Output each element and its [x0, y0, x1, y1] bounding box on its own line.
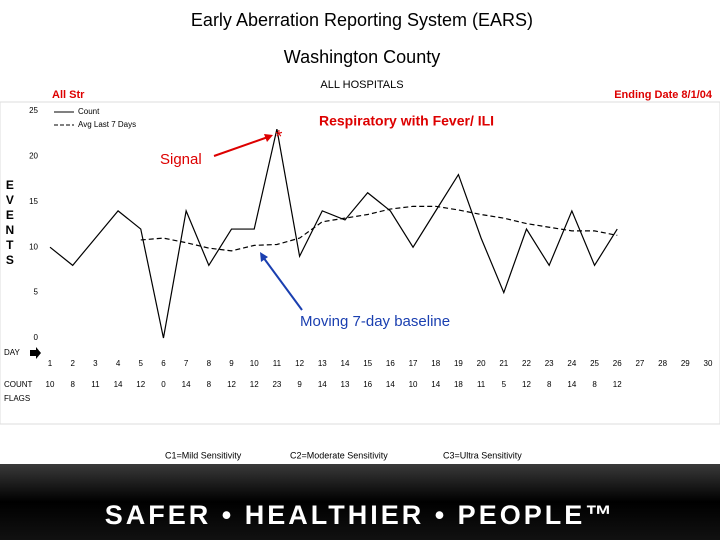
count-cell: 14: [431, 380, 440, 389]
x-tick-label: 9: [229, 359, 234, 368]
x-tick-label: 3: [93, 359, 98, 368]
y-tick-label: 15: [29, 197, 38, 206]
count-cell: 14: [567, 380, 576, 389]
location: ALL HOSPITALS: [320, 79, 403, 91]
x-tick-label: 19: [454, 359, 463, 368]
x-tick-label: 15: [363, 359, 372, 368]
count-cell: 8: [547, 380, 552, 389]
x-tick-label: 22: [522, 359, 531, 368]
annotation: Moving 7-day baseline: [300, 313, 450, 330]
count-cell: 12: [136, 380, 145, 389]
count-cell: 11: [91, 380, 100, 389]
count-cell: 8: [592, 380, 597, 389]
count-cell: 0: [161, 380, 166, 389]
x-tick-label: 2: [70, 359, 75, 368]
arrow-head: [264, 134, 273, 142]
arrow-head: [260, 252, 268, 262]
x-axis-label: DAY: [4, 348, 21, 357]
row-label: FLAGS: [4, 394, 30, 403]
annotation-arrow: [262, 256, 303, 311]
x-tick-label: 14: [341, 359, 350, 368]
x-tick-label: 7: [184, 359, 189, 368]
y-axis-label: EVENTS: [3, 178, 17, 268]
subtitle: Washington County: [284, 47, 440, 67]
footer-band: [0, 464, 720, 540]
count-cell: 23: [272, 380, 281, 389]
count-cell: 9: [297, 380, 302, 389]
y-tick-label: 0: [34, 333, 39, 342]
x-tick-label: 24: [567, 359, 576, 368]
sensitivity-label: C2=Moderate Sensitivity: [290, 450, 388, 460]
annotation-arrow: [213, 136, 269, 157]
count-cell: 5: [502, 380, 507, 389]
count-cell: 8: [207, 380, 212, 389]
title: Early Aberration Reporting System (EARS): [191, 10, 533, 30]
count-cell: 14: [386, 380, 395, 389]
x-tick-label: 28: [658, 359, 667, 368]
count-cell: 12: [522, 380, 531, 389]
count-cell: 12: [613, 380, 622, 389]
footer: SAFER • HEALTHIER • PEOPLE™: [105, 500, 615, 530]
x-tick-label: 12: [295, 359, 304, 368]
sensitivity-label: C1=Mild Sensitivity: [165, 450, 242, 460]
right-header: Ending Date 8/1/04: [614, 89, 713, 101]
x-tick-label: 11: [273, 359, 282, 368]
count-cell: 14: [318, 380, 327, 389]
x-tick-label: 8: [207, 359, 212, 368]
x-tick-label: 18: [431, 359, 440, 368]
count-cell: 8: [70, 380, 75, 389]
y-tick-label: 25: [29, 106, 38, 115]
y-tick-label: 10: [29, 242, 38, 251]
y-tick-label: 5: [34, 288, 39, 297]
count-cell: 18: [454, 380, 463, 389]
day-arrow: [30, 347, 41, 359]
x-tick-label: 27: [635, 359, 644, 368]
x-tick-label: 25: [590, 359, 599, 368]
count-cell: 14: [182, 380, 191, 389]
y-tick-label: 20: [29, 152, 38, 161]
x-tick-label: 21: [499, 359, 508, 368]
annotation: Signal: [160, 151, 202, 168]
count-cell: 12: [250, 380, 259, 389]
x-tick-label: 16: [386, 359, 395, 368]
series-line: [49, 129, 618, 339]
count-cell: 16: [363, 380, 372, 389]
x-tick-label: 1: [48, 359, 53, 368]
count-cell: 12: [227, 380, 236, 389]
x-tick-label: 30: [704, 359, 713, 368]
sensitivity-label: C3=Ultra Sensitivity: [443, 450, 522, 460]
series-line: [140, 205, 618, 252]
count-cell: 10: [46, 380, 55, 389]
flag-marker: *: [275, 127, 282, 147]
legend-label: Count: [78, 107, 100, 116]
x-tick-label: 5: [139, 359, 144, 368]
count-cell: 11: [477, 380, 486, 389]
x-tick-label: 13: [318, 359, 327, 368]
row-label: COUNT: [4, 380, 33, 389]
x-tick-label: 4: [116, 359, 121, 368]
count-cell: 10: [409, 380, 418, 389]
x-tick-label: 20: [477, 359, 486, 368]
x-tick-label: 26: [613, 359, 622, 368]
plot-frame: [0, 101, 720, 425]
annotation: Respiratory with Fever/ ILI: [319, 113, 494, 129]
left-header: All Str: [52, 89, 85, 101]
x-tick-label: 29: [681, 359, 690, 368]
count-cell: 14: [114, 380, 123, 389]
x-tick-label: 23: [545, 359, 554, 368]
legend-label: Avg Last 7 Days: [78, 120, 136, 129]
x-tick-label: 17: [409, 359, 418, 368]
count-cell: 13: [341, 380, 350, 389]
x-tick-label: 6: [161, 359, 166, 368]
x-tick-label: 10: [250, 359, 259, 368]
